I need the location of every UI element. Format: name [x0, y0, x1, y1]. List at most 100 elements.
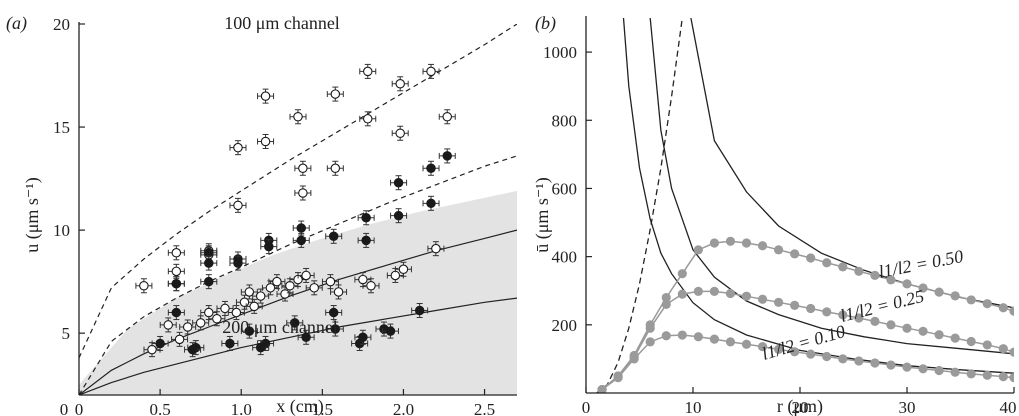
series-point-0: [677, 269, 687, 279]
series-point-0: [822, 258, 832, 268]
series-point-2: [838, 354, 848, 364]
marker-filled: [328, 231, 339, 242]
series-point-2: [693, 332, 703, 342]
data-point-open: [359, 63, 377, 79]
series-point-1: [886, 320, 896, 330]
marker-open: [395, 128, 405, 138]
x-tick-label-a: 1.0: [231, 400, 252, 416]
plot-area-b: [596, 18, 1014, 393]
y-tick-label-b: 1000: [543, 43, 577, 62]
marker-open: [298, 163, 308, 174]
y-tick-label-a: 20: [53, 15, 70, 34]
panel-label-a: (a): [6, 13, 27, 34]
data-point-open: [294, 185, 312, 201]
data-point-filled: [286, 315, 304, 331]
data-point-filled: [297, 329, 315, 345]
data-point-filled: [292, 232, 310, 248]
data-point-filled: [221, 335, 239, 351]
data-point-open: [227, 305, 245, 321]
x-tick-label-b: 10: [685, 398, 702, 416]
data-point-filled: [292, 220, 310, 236]
data-point-open: [208, 311, 226, 327]
marker-filled: [442, 151, 452, 161]
model-curve-solid-0: [690, 18, 1014, 309]
series-point-1: [998, 344, 1008, 354]
series-point-0: [982, 299, 992, 309]
series-point-0: [661, 292, 671, 303]
data-point-filled: [167, 305, 185, 321]
series-point-1: [677, 289, 687, 299]
data-point-open: [326, 86, 344, 102]
x-tick-label-a: 0: [75, 400, 84, 416]
series-point-2: [966, 369, 976, 379]
series-point-2: [998, 372, 1008, 382]
series-point-2: [741, 339, 752, 349]
plot-area-a: [79, 24, 517, 395]
marker-filled: [171, 278, 182, 289]
data-point-filled: [390, 208, 408, 224]
marker-open: [233, 142, 243, 153]
marker-open: [363, 114, 373, 124]
marker-filled: [187, 344, 198, 355]
data-point-filled: [200, 255, 218, 271]
series-point-2: [950, 367, 960, 377]
series-point-1: [870, 316, 880, 327]
marker-open: [363, 66, 373, 77]
marker-filled: [358, 332, 368, 343]
series-point-1: [918, 326, 928, 336]
marker-open: [139, 281, 149, 291]
annotation-100um: 100 μm channel: [224, 13, 340, 33]
model-curve-solid-1: [649, 18, 1014, 355]
marker-open: [212, 313, 222, 324]
data-point-open: [297, 267, 315, 283]
marker-filled: [426, 163, 436, 174]
marker-open: [442, 112, 452, 122]
y-tick-label-a: 15: [53, 118, 70, 137]
data-point-filled: [357, 210, 375, 226]
marker-open: [260, 91, 271, 101]
panel-b: 0 10 20 30 40 200 400 600 800 1000 (b) r (μm) ū (μm …: [532, 13, 1017, 416]
x-tick-label-b: 20: [792, 398, 809, 416]
marker-open: [220, 303, 230, 314]
data-point-filled: [354, 329, 372, 345]
series-point-0: [934, 287, 944, 297]
data-point-filled: [422, 195, 440, 211]
marker-open: [249, 301, 259, 312]
series-point-0: [838, 262, 848, 272]
x-tick-label-b: 30: [899, 398, 916, 416]
data-point-open: [216, 300, 234, 316]
marker-filled: [255, 342, 266, 353]
data-point-filled: [240, 323, 258, 339]
data-point-open: [276, 286, 294, 302]
marker-open: [204, 307, 214, 318]
series-point-0: [709, 238, 720, 248]
x-tick-label-a: 1.5: [312, 400, 333, 416]
x-tick-label-b: 40: [1000, 398, 1017, 416]
y-tick-label-b: 800: [552, 111, 578, 130]
series-point-0: [886, 275, 896, 285]
marker-filled: [204, 258, 214, 268]
series-point-1: [725, 288, 736, 299]
data-point-open: [391, 76, 409, 92]
series-point-2: [902, 362, 912, 372]
series-point-0: [870, 270, 880, 280]
marker-open: [366, 281, 376, 291]
annotation-200um: 200 μm channel: [222, 317, 338, 337]
marker-open: [280, 289, 290, 299]
series-point-1: [822, 307, 832, 317]
data-point-open: [229, 140, 247, 156]
marker-filled: [393, 210, 404, 221]
model-curve-solid-2: [622, 18, 1014, 374]
series-point-0: [966, 295, 976, 305]
marker-filled: [385, 326, 396, 336]
data-point-filled: [200, 274, 218, 290]
marker-open: [174, 334, 185, 345]
data-point-open: [143, 342, 161, 358]
series-point-2: [597, 384, 607, 393]
series-point-2: [982, 370, 992, 380]
data-point-open: [171, 331, 189, 347]
series-point-1: [934, 330, 944, 340]
x-tick-label-a: 0.5: [149, 400, 170, 416]
marker-filled: [225, 338, 235, 349]
model-curve-dashed-3: [596, 18, 683, 393]
